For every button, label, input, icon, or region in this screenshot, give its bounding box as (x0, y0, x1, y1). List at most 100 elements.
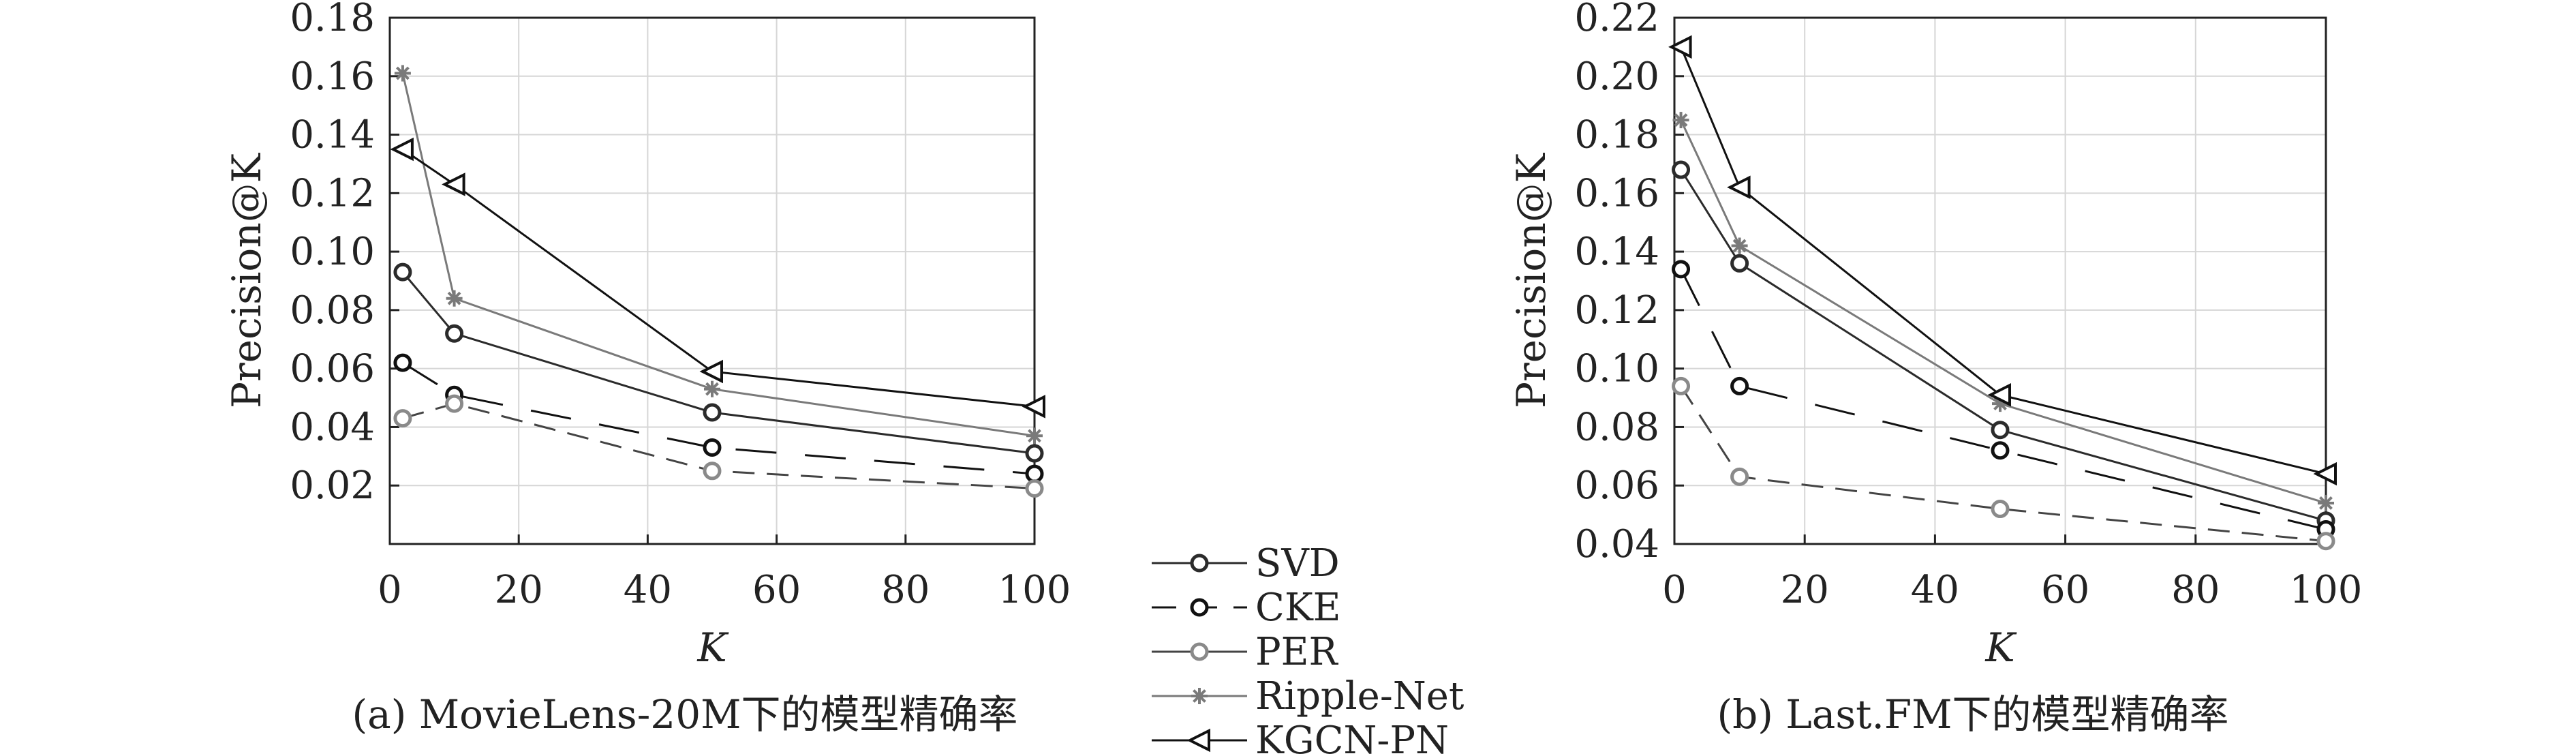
series-line-svd (401, 271, 1035, 455)
data-point-per (1991, 500, 2010, 519)
data-point-per (1730, 467, 1749, 486)
data-point-ripple-net (1672, 112, 1689, 129)
data-point-per (1025, 479, 1044, 498)
y-tick-label: 0.16 (290, 55, 375, 99)
x-tick-label: 40 (1911, 568, 1959, 612)
series-line-ripple-net (401, 73, 1035, 437)
data-point-per (2316, 532, 2335, 551)
series-line-kgcn-pn (1680, 46, 2327, 475)
series-line-ripple-net (1680, 119, 2327, 504)
y-tick-label: 0.08 (290, 288, 375, 333)
x-tick-label: 80 (881, 568, 930, 612)
plot-frame (1673, 16, 2327, 545)
data-point-ripple-net-stroke (1028, 429, 1041, 443)
data-point-svd (393, 262, 412, 282)
data-point-per (393, 409, 412, 428)
data-point-kgcn-pn (699, 359, 723, 384)
data-point-per (703, 462, 722, 481)
data-point-kgcn-pn (1987, 383, 2011, 407)
data-point-cke (1672, 260, 1691, 279)
data-point-kgcn-pn (1727, 175, 1751, 199)
y-tick-label: 0.06 (1574, 464, 1659, 508)
data-point-ripple-net-stroke (447, 291, 461, 305)
x-tick-label: 20 (495, 568, 543, 612)
y-tick-label: 0.22 (1574, 0, 1659, 40)
x-tick-label: 0 (1662, 568, 1687, 612)
chart-caption: (b) Last.FM下的模型精确率 (1717, 691, 2228, 738)
series-line-cke (402, 361, 1035, 475)
legend-label-per: PER (1255, 630, 1339, 674)
data-point-svd (1025, 444, 1044, 463)
y-tick-label: 0.04 (1574, 522, 1659, 566)
data-point-ripple-net-stroke (1674, 113, 1688, 127)
series-line-kgcn-pn (402, 148, 1035, 408)
legend-marker-svd (1190, 554, 1209, 573)
x-tick-label: 60 (752, 568, 801, 612)
data-point-svd (445, 324, 464, 343)
data-point-ripple-net (1731, 237, 1748, 254)
series-line-per (1680, 385, 2327, 543)
legend-label-svd: SVD (1255, 541, 1340, 586)
data-point-svd (1672, 160, 1691, 179)
series-line-per (402, 402, 1035, 490)
y-tick-label: 0.18 (290, 0, 375, 40)
data-point-cke (1025, 464, 1044, 483)
x-axis-label: K (696, 624, 729, 671)
y-axis-label: Precision@K (1508, 152, 1554, 408)
data-point-svd (1991, 421, 2010, 440)
data-point-per (445, 394, 464, 413)
y-tick-label: 0.06 (290, 347, 375, 391)
legend-marker-ripple-net-stroke (1193, 689, 1206, 703)
data-point-cke (393, 353, 412, 372)
y-tick-label: 0.20 (1574, 55, 1659, 99)
data-point-cke (1991, 441, 2010, 460)
data-point-ripple-net-stroke (2319, 496, 2333, 510)
legend-label-kgcn-pn: KGCN-PN (1255, 719, 1449, 756)
x-tick-label: 40 (624, 568, 672, 612)
x-tick-label: 60 (2041, 568, 2089, 612)
y-tick-label: 0.04 (290, 405, 375, 449)
x-tick-label: 100 (2290, 568, 2363, 612)
x-axis-label: K (1984, 624, 2017, 671)
data-point-svd (703, 403, 722, 422)
data-point-ripple-net-stroke (705, 382, 719, 396)
y-tick-label: 0.12 (1574, 288, 1659, 333)
x-tick-label: 100 (998, 568, 1071, 612)
x-tick-label: 0 (378, 568, 402, 612)
y-tick-label: 0.08 (1574, 405, 1659, 449)
data-point-ripple-net (1026, 427, 1043, 444)
legend-marker-cke (1190, 598, 1209, 617)
data-point-cke (1730, 376, 1749, 395)
series-line-svd (1680, 169, 2327, 522)
x-tick-label: 80 (2171, 568, 2220, 612)
chart-panel-movielens: 0 20 40 60 80 100 0.02 0.04 0.06 0.08 0.10 0.12 0.14… (224, 0, 1071, 738)
y-tick-label: 0.18 (1574, 113, 1659, 157)
legend-label-cke: CKE (1255, 586, 1341, 630)
data-point-kgcn-pn (390, 137, 414, 162)
x-tick-label: 20 (1781, 568, 1829, 612)
legend-marker-kgcn-pn (1186, 728, 1210, 753)
y-tick-label: 0.14 (1574, 230, 1659, 274)
y-tick-label: 0.10 (290, 230, 375, 274)
data-point-ripple-net (446, 290, 463, 307)
data-point-kgcn-pn (1022, 395, 1045, 419)
legend-marker-per (1190, 642, 1209, 661)
data-point-kgcn-pn (1668, 35, 1692, 59)
data-point-ripple-net-stroke (1732, 239, 1747, 253)
y-tick-label: 0.14 (290, 113, 375, 157)
data-point-per (1672, 376, 1691, 395)
legend-label-ripple-net: Ripple-Net (1255, 674, 1465, 719)
data-point-cke (703, 438, 722, 457)
data-point-kgcn-pn (2313, 462, 2337, 486)
chart-caption: (a) MovieLens-20M下的模型精确率 (352, 691, 1018, 738)
data-point-kgcn-pn (442, 172, 465, 196)
plot-frame (388, 16, 1036, 545)
y-tick-label: 0.12 (290, 171, 375, 215)
y-tick-label: 0.02 (290, 464, 375, 508)
y-tick-label: 0.16 (1574, 171, 1659, 215)
legend-marker-ripple-net (1191, 688, 1208, 704)
y-tick-label: 0.10 (1574, 347, 1659, 391)
data-point-ripple-net-stroke (396, 66, 410, 80)
